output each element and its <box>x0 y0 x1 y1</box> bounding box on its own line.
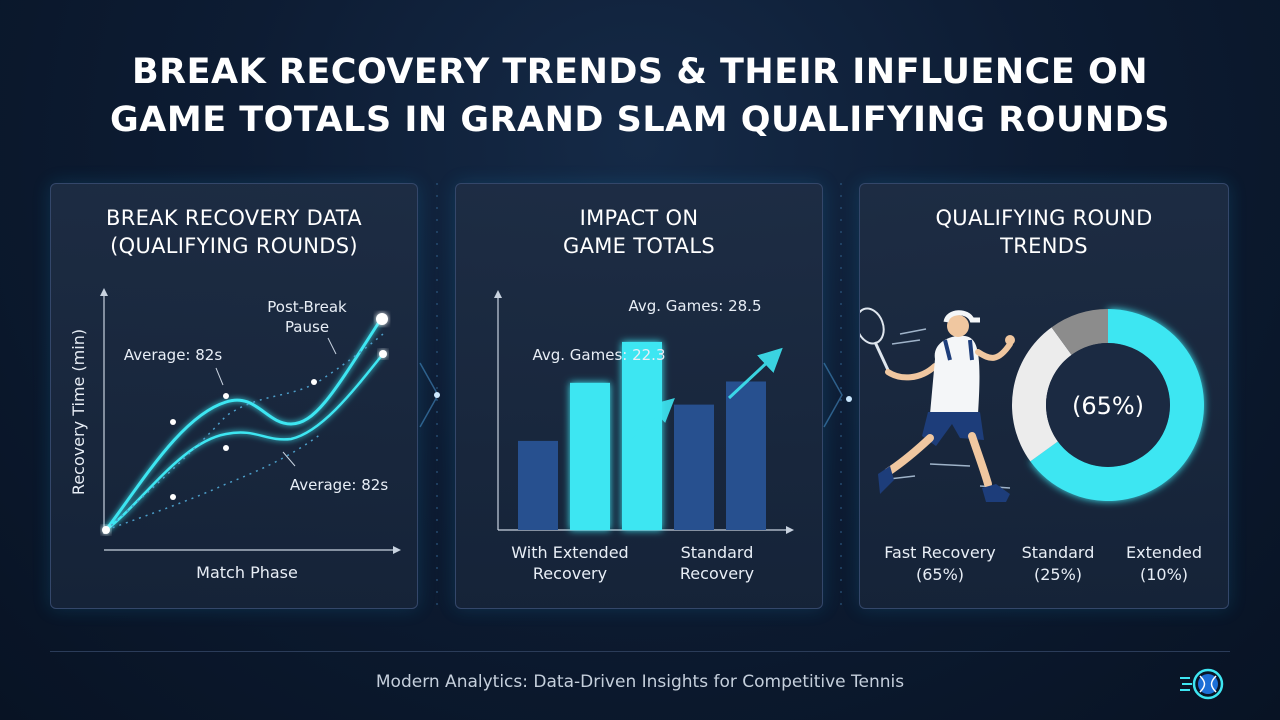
legend-name-fast: Fast Recovery <box>884 543 995 562</box>
category-label-standard-2: Recovery <box>680 564 754 583</box>
title-line-2: GAME TOTALS IN GRAND SLAM QUALIFYING ROU… <box>110 100 1170 140</box>
x-axis-label: Match Phase <box>196 563 298 582</box>
annotation-post-break: Post-Break <box>267 298 347 316</box>
panel-title-line: (QUALIFYING ROUNDS) <box>110 234 358 258</box>
line-series-dotted-low <box>105 433 322 531</box>
line-series-upper <box>104 318 383 531</box>
panel-title-line: BREAK RECOVERY DATA <box>106 206 362 230</box>
panel-title-game-totals: IMPACT ON GAME TOTALS <box>456 204 822 260</box>
page-title: BREAK RECOVERY TRENDS & THEIR INFLUENCE … <box>0 48 1280 144</box>
y-axis-arrow <box>100 288 108 296</box>
bar <box>622 341 662 530</box>
data-label-standard: Avg. Games: 28.5 <box>628 297 761 315</box>
footer-divider <box>50 651 1230 652</box>
line-series-lower <box>105 353 384 532</box>
panel-title-line: TRENDS <box>1000 234 1088 258</box>
y-axis-arrow <box>494 290 502 298</box>
legend-value-standard: (25%) <box>1034 565 1082 584</box>
legend-value-fast: (65%) <box>916 565 964 584</box>
data-label-extended: Avg. Games: 22.3 <box>532 346 665 364</box>
panel-title-qualifying: QUALIFYING ROUND TRENDS <box>860 204 1228 260</box>
footer-text: Modern Analytics: Data-Driven Insights f… <box>375 672 905 692</box>
panel-qualifying-trends: QUALIFYING ROUND TRENDS <box>859 183 1229 609</box>
panel-title-line: GAME TOTALS <box>563 234 715 258</box>
line-point <box>223 393 229 399</box>
line-point <box>376 313 388 325</box>
annotation-average-lower: Average: 82s <box>290 476 389 494</box>
category-label-extended-2: Recovery <box>533 564 607 583</box>
line-point <box>170 494 176 500</box>
annotation-leader <box>282 451 296 467</box>
panel-title-break-recovery: BREAK RECOVERY DATA (QUALIFYING ROUNDS) <box>51 204 417 260</box>
panel-title-line: IMPACT ON <box>579 206 699 230</box>
category-label-standard-1: Standard <box>681 543 754 562</box>
panel-break-recovery: BREAK RECOVERY DATA (QUALIFYING ROUNDS) … <box>50 183 418 609</box>
line-point <box>102 526 110 534</box>
tennis-ball-icon <box>1180 668 1224 700</box>
trend-arrow <box>727 347 783 400</box>
legend-value-extended: (10%) <box>1140 565 1188 584</box>
panel-connector-left <box>419 183 440 607</box>
legend-name-extended: Extended <box>1126 543 1202 562</box>
trend-arrow <box>624 397 675 444</box>
line-series-dotted <box>105 333 384 531</box>
donut-chart: (65%) Fast Recovery (65%) Standard (25%)… <box>860 307 1204 584</box>
annotation-pause: Pause <box>285 318 329 336</box>
donut-slice <box>1012 327 1072 462</box>
annotation-average-upper: Average: 82s <box>124 346 223 364</box>
bar-chart: Avg. Games: 22.3 Avg. Games: 28.5 With E… <box>494 290 794 583</box>
annotation-leader <box>327 337 337 355</box>
panel-title-line: QUALIFYING ROUND <box>935 206 1153 230</box>
bar <box>570 382 610 530</box>
line-point <box>311 379 317 385</box>
annotation-leader <box>215 367 224 386</box>
y-axis-label: Recovery Time (min) <box>69 329 88 495</box>
line-point <box>170 419 176 425</box>
line-point <box>223 445 229 451</box>
donut-slice <box>1051 309 1108 355</box>
donut-hole <box>1046 343 1170 467</box>
donut-slice <box>1030 309 1204 501</box>
x-axis-arrow <box>786 526 794 534</box>
category-label-extended-1: With Extended <box>511 543 628 562</box>
legend-name-standard: Standard <box>1022 543 1095 562</box>
bar <box>726 381 766 530</box>
panel-connector-right <box>823 183 852 607</box>
tennis-player-icon <box>860 307 1015 502</box>
title-line-1: BREAK RECOVERY TRENDS & THEIR INFLUENCE … <box>132 52 1148 92</box>
bar <box>518 440 558 530</box>
x-axis-arrow <box>393 546 401 554</box>
line-point <box>379 350 387 358</box>
panel-game-totals: IMPACT ON GAME TOTALS Avg. Games: 22.3 A… <box>455 183 823 609</box>
line-chart: Average: 82s Post-Break Pause Average: 8… <box>69 288 401 582</box>
bar <box>674 404 714 530</box>
donut-center-label: (65%) <box>1072 392 1144 420</box>
